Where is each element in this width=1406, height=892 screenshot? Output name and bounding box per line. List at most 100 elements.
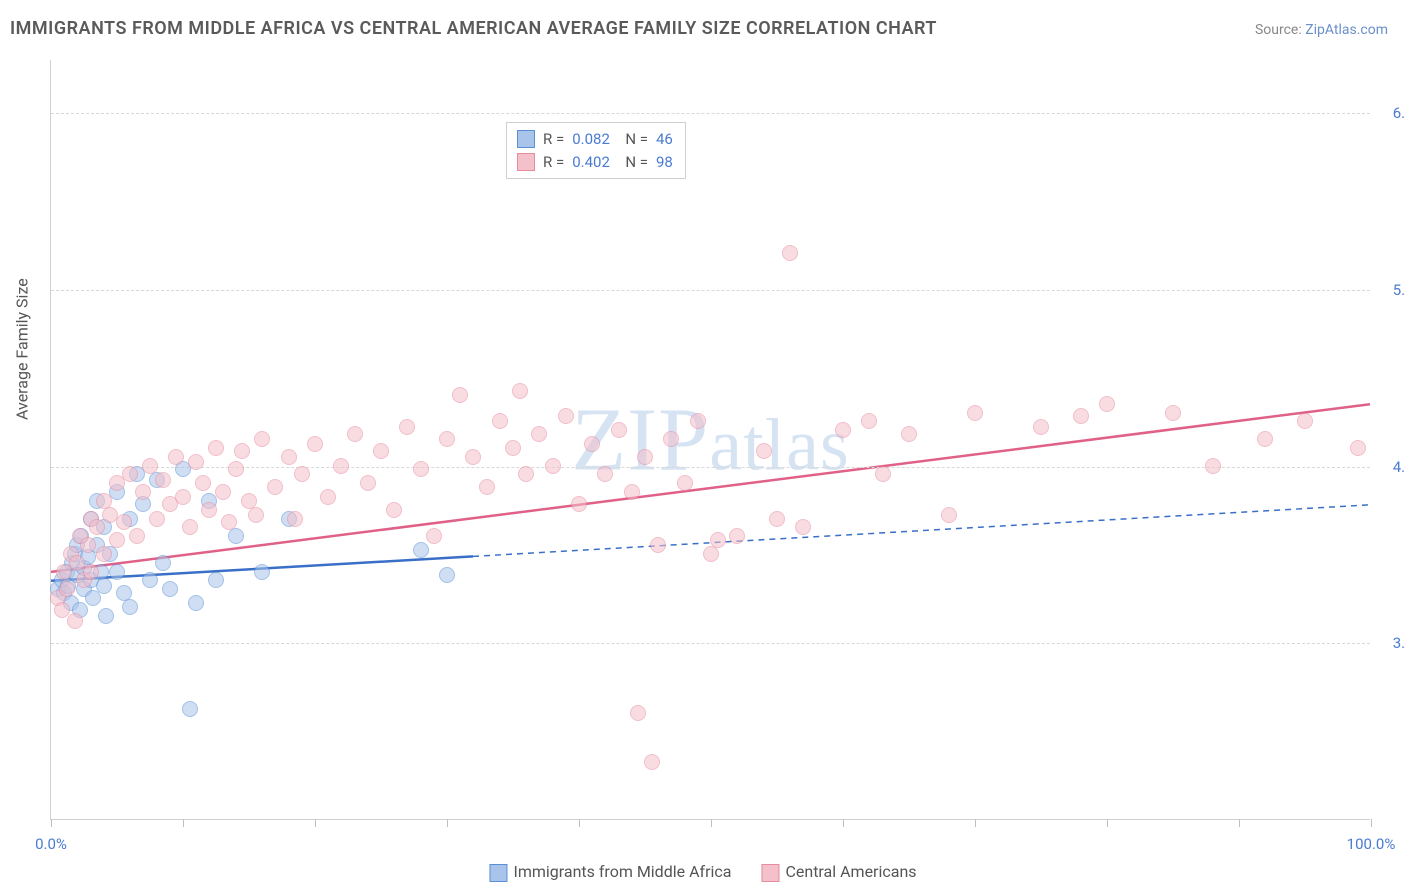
scatter-point (228, 461, 244, 477)
stat-r-value: 0.082 (572, 128, 610, 151)
scatter-point (168, 449, 184, 465)
scatter-point (67, 613, 83, 629)
x-tick (447, 819, 448, 827)
stat-n-label: N = (618, 128, 648, 151)
scatter-point (690, 413, 706, 429)
scatter-point (188, 595, 204, 611)
scatter-point (162, 581, 178, 597)
x-tick (1107, 819, 1108, 827)
x-tick (975, 819, 976, 827)
scatter-point (426, 528, 442, 544)
y-axis-title: Average Family Size (13, 278, 32, 420)
series-legend-item: Immigrants from Middle Africa (489, 862, 731, 882)
x-tick (1371, 819, 1372, 827)
scatter-point (142, 572, 158, 588)
x-tick-label: 100.0% (1347, 835, 1396, 853)
scatter-point (597, 466, 613, 482)
scatter-point (1297, 413, 1313, 429)
scatter-point (729, 528, 745, 544)
scatter-point (795, 519, 811, 535)
scatter-point (149, 511, 165, 527)
scatter-point (98, 608, 114, 624)
gridline (51, 643, 1370, 644)
scatter-point (155, 555, 171, 571)
stat-n-value: 46 (656, 128, 673, 151)
gridline (51, 290, 1370, 291)
scatter-point (175, 489, 191, 505)
scatter-point (611, 422, 627, 438)
scatter-point (637, 449, 653, 465)
scatter-point (155, 472, 171, 488)
scatter-point (281, 449, 297, 465)
scatter-point (439, 567, 455, 583)
scatter-point (663, 431, 679, 447)
scatter-point (531, 426, 547, 442)
scatter-point (413, 461, 429, 477)
series-name: Central Americans (785, 862, 916, 881)
series-legend-item: Central Americans (761, 862, 916, 882)
legend-swatch (517, 130, 535, 148)
scatter-point (109, 564, 125, 580)
scatter-point (195, 475, 211, 491)
scatter-point (901, 426, 917, 442)
scatter-point (941, 507, 957, 523)
scatter-point (294, 466, 310, 482)
scatter-point (1165, 405, 1181, 421)
stats-legend: R = 0.082 N = 46R = 0.402 N = 98 (506, 122, 686, 179)
scatter-point (116, 514, 132, 530)
scatter-point (80, 537, 96, 553)
x-tick (51, 819, 52, 827)
scatter-point (201, 502, 217, 518)
source-label: Source: (1255, 22, 1305, 38)
source-value: ZipAtlas.com (1305, 22, 1388, 38)
scatter-point (215, 484, 231, 500)
series-name: Immigrants from Middle Africa (513, 862, 731, 881)
scatter-point (630, 705, 646, 721)
stat-r-value: 0.402 (572, 151, 610, 174)
scatter-point (512, 383, 528, 399)
scatter-point (677, 475, 693, 491)
y-tick-label: 5.00 (1376, 281, 1406, 299)
scatter-point (492, 413, 508, 429)
scatter-point (710, 532, 726, 548)
scatter-point (59, 581, 75, 597)
scatter-point (571, 496, 587, 512)
scatter-point (861, 413, 877, 429)
x-tick (711, 819, 712, 827)
x-tick (183, 819, 184, 827)
stats-legend-row: R = 0.402 N = 98 (517, 151, 673, 174)
scatter-point (373, 443, 389, 459)
scatter-point (413, 542, 429, 558)
scatter-point (135, 484, 151, 500)
scatter-point (558, 408, 574, 424)
x-tick (579, 819, 580, 827)
scatter-point (267, 479, 283, 495)
scatter-point (386, 502, 402, 518)
scatter-point (234, 443, 250, 459)
chart-title: IMMIGRANTS FROM MIDDLE AFRICA VS CENTRAL… (10, 18, 937, 39)
legend-swatch (489, 864, 507, 882)
gridline (51, 467, 1370, 468)
source-attribution: Source: ZipAtlas.com (1255, 22, 1388, 38)
scatter-point (545, 458, 561, 474)
scatter-point (109, 532, 125, 548)
scatter-point (254, 431, 270, 447)
scatter-point (254, 564, 270, 580)
scatter-point (505, 440, 521, 456)
scatter-point (122, 599, 138, 615)
scatter-point (360, 475, 376, 491)
scatter-point (188, 454, 204, 470)
gridline (51, 113, 1370, 114)
scatter-point (465, 449, 481, 465)
scatter-point (96, 578, 112, 594)
scatter-point (1350, 440, 1366, 456)
scatter-point (182, 701, 198, 717)
scatter-point (1033, 419, 1049, 435)
scatter-point (439, 431, 455, 447)
scatter-point (835, 422, 851, 438)
scatter-point (122, 466, 138, 482)
x-tick (315, 819, 316, 827)
scatter-point (307, 436, 323, 452)
legend-swatch (761, 864, 779, 882)
scatter-point (248, 507, 264, 523)
